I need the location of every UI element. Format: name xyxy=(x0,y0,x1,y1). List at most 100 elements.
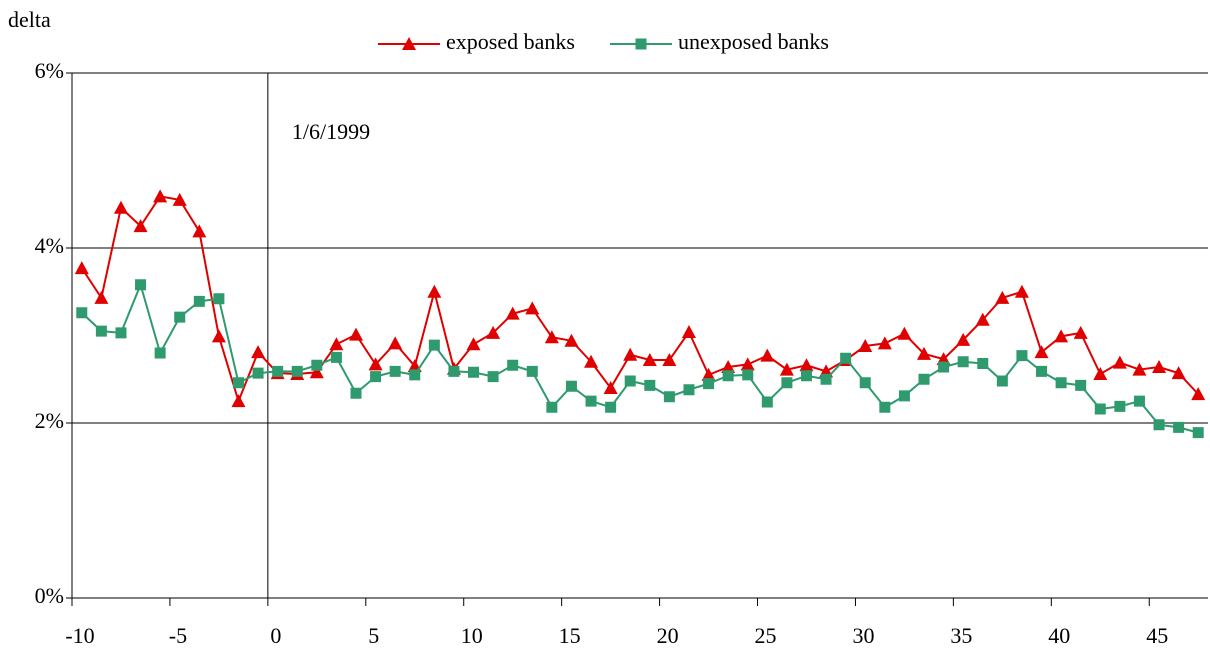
data-point xyxy=(1173,421,1185,433)
x-tick-label: -5 xyxy=(169,623,187,648)
x-tick-label: 0 xyxy=(270,623,281,648)
data-point xyxy=(1094,403,1106,415)
legend-label: exposed banks xyxy=(446,29,575,54)
data-point xyxy=(585,395,597,407)
data-point xyxy=(135,279,147,291)
data-point xyxy=(781,377,793,389)
data-point xyxy=(820,373,832,385)
data-point xyxy=(1073,325,1088,339)
data-point xyxy=(644,379,656,391)
data-point xyxy=(703,378,715,390)
data-point xyxy=(350,387,362,399)
data-point xyxy=(975,312,990,326)
data-point xyxy=(1171,366,1186,380)
data-point xyxy=(330,351,342,363)
data-point xyxy=(507,359,519,371)
x-tick-label: 10 xyxy=(461,623,483,648)
data-point xyxy=(721,360,736,373)
series-line xyxy=(81,281,1199,434)
x-tick-label: 30 xyxy=(852,623,874,648)
y-tick-label: 2% xyxy=(35,408,64,433)
data-point xyxy=(74,261,89,275)
data-point xyxy=(427,284,442,298)
data-point xyxy=(1191,387,1206,401)
data-point xyxy=(172,192,187,206)
data-point xyxy=(409,369,421,381)
x-tick-label: 5 xyxy=(368,623,379,648)
series-line xyxy=(80,195,1199,405)
x-tick-label: 45 xyxy=(1146,623,1168,648)
data-point xyxy=(252,367,264,379)
data-point xyxy=(1153,419,1165,431)
y-axis-label: delta xyxy=(8,7,51,32)
data-point xyxy=(918,373,930,385)
data-point xyxy=(251,345,266,359)
data-point xyxy=(565,380,577,392)
data-point xyxy=(995,290,1010,304)
data-point xyxy=(996,375,1008,387)
x-tick-label: 20 xyxy=(657,623,679,648)
data-point xyxy=(740,357,755,371)
data-point xyxy=(799,358,814,372)
data-point xyxy=(760,348,775,362)
data-point xyxy=(1192,427,1204,439)
data-point xyxy=(858,339,873,352)
data-point xyxy=(722,370,734,382)
data-point xyxy=(272,365,284,377)
data-point xyxy=(564,333,579,347)
data-point xyxy=(349,327,363,341)
data-point xyxy=(1016,350,1028,362)
data-point xyxy=(1036,365,1048,377)
data-point xyxy=(840,352,852,364)
data-point xyxy=(681,325,696,338)
data-point xyxy=(368,357,383,371)
data-point xyxy=(487,371,499,383)
data-point xyxy=(428,339,440,351)
data-point xyxy=(213,293,225,305)
data-point xyxy=(76,307,88,319)
data-point xyxy=(1075,379,1087,391)
data-point xyxy=(154,347,166,359)
data-point xyxy=(1133,395,1145,407)
data-point xyxy=(800,370,812,382)
data-point xyxy=(701,367,716,381)
data-point xyxy=(584,354,599,368)
data-point xyxy=(642,353,657,366)
data-point xyxy=(525,301,540,315)
data-point xyxy=(95,325,107,337)
data-point xyxy=(466,337,481,351)
data-point xyxy=(526,365,538,377)
data-point xyxy=(153,189,168,203)
data-point xyxy=(957,356,969,368)
data-point xyxy=(1112,355,1127,369)
data-point xyxy=(877,336,892,350)
data-point xyxy=(1152,360,1167,373)
data-point xyxy=(977,358,989,369)
legend-marker xyxy=(402,37,416,50)
x-tick-label: -10 xyxy=(65,623,94,648)
x-tick-label: 35 xyxy=(950,623,972,648)
data-point xyxy=(662,353,677,366)
data-point xyxy=(683,384,695,396)
x-tick-label: 40 xyxy=(1048,623,1070,648)
data-point xyxy=(742,369,754,381)
data-point xyxy=(1014,284,1029,298)
data-point xyxy=(1034,345,1049,359)
data-point xyxy=(231,394,246,408)
data-point xyxy=(193,295,205,307)
y-tick-label: 4% xyxy=(35,233,64,258)
data-point xyxy=(115,327,127,339)
data-point xyxy=(291,365,303,377)
y-tick-label: 0% xyxy=(35,583,64,608)
data-point xyxy=(605,401,617,413)
annotation-text: 1/6/1999 xyxy=(292,119,370,144)
data-point xyxy=(898,390,910,402)
legend-label: unexposed banks xyxy=(678,29,829,54)
data-point xyxy=(309,365,324,379)
x-tick-label: 25 xyxy=(755,623,777,648)
data-point xyxy=(468,366,480,378)
data-point xyxy=(448,365,460,377)
data-point xyxy=(388,336,403,350)
